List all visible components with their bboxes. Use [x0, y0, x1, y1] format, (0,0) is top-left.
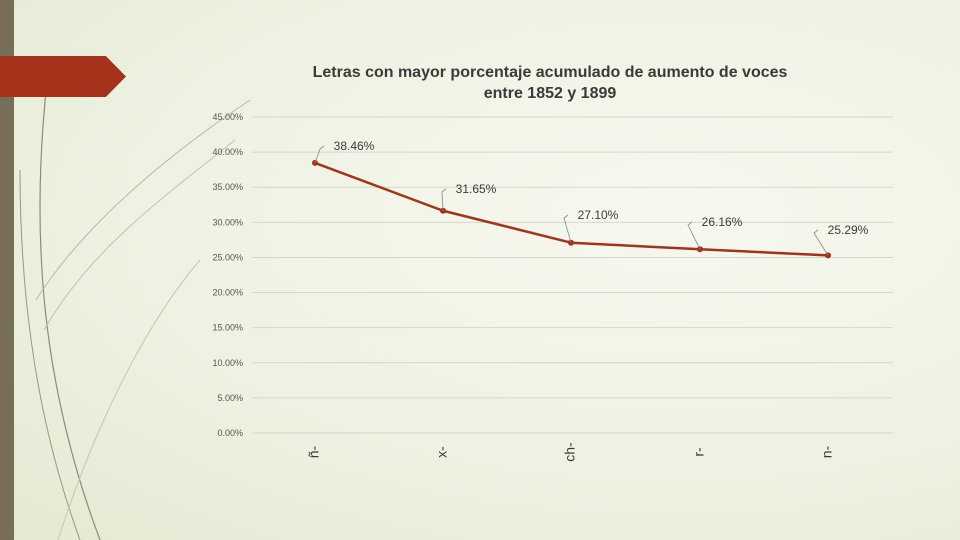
chart-title-line-1: Letras con mayor porcentaje acumulado de…: [312, 64, 788, 81]
label-leaders: [314, 145, 829, 256]
data-label: 25.29%: [828, 223, 869, 237]
y-tick-label: 40.00%: [212, 147, 243, 157]
y-tick-label: 10.00%: [212, 358, 243, 368]
x-tick-label: r-: [691, 447, 707, 457]
data-label: 38.46%: [334, 139, 375, 153]
data-label: 27.10%: [578, 208, 619, 222]
label-leader-line: [687, 221, 701, 250]
x-axis-ticks: ñ-x-ch-r-n-: [306, 442, 835, 462]
x-tick-label: n-: [819, 445, 835, 458]
chart-title: Letras con mayor porcentaje acumulado de…: [250, 62, 850, 104]
left-accent-bar: [0, 0, 14, 540]
y-tick-label: 35.00%: [212, 182, 243, 192]
y-axis-ticks: 0.00% 5.00% 10.00% 15.00% 20.00% 25.00% 30.00%…: [212, 112, 243, 438]
y-tick-label: 5.00%: [217, 393, 243, 403]
y-tick-label: 30.00%: [212, 217, 243, 227]
label-leader-line: [441, 188, 447, 211]
y-tick-label: 15.00%: [212, 323, 243, 333]
title-tab-shape: [0, 56, 126, 97]
x-tick-label: ch-: [562, 442, 578, 462]
label-leader-line: [314, 145, 325, 164]
decorative-swirls: [19, 71, 251, 540]
x-tick-label: ñ-: [306, 445, 322, 458]
chart-title-line-2: entre 1852 y 1899: [483, 85, 617, 102]
label-leader-line: [813, 229, 829, 256]
y-tick-label: 0.00%: [217, 428, 243, 438]
data-points: [312, 159, 831, 259]
x-tick-label: x-: [434, 446, 450, 458]
y-tick-label: 45.00%: [212, 112, 243, 122]
y-tick-label: 25.00%: [212, 252, 243, 262]
data-label: 31.65%: [456, 182, 497, 196]
gridlines: [252, 116, 893, 434]
data-labels: 38.46% 31.65% 27.10% 26.16% 25.29%: [334, 139, 869, 237]
y-tick-label: 20.00%: [212, 288, 243, 298]
label-leader-line: [563, 214, 572, 243]
data-point: [825, 252, 831, 259]
data-label: 26.16%: [702, 215, 743, 229]
